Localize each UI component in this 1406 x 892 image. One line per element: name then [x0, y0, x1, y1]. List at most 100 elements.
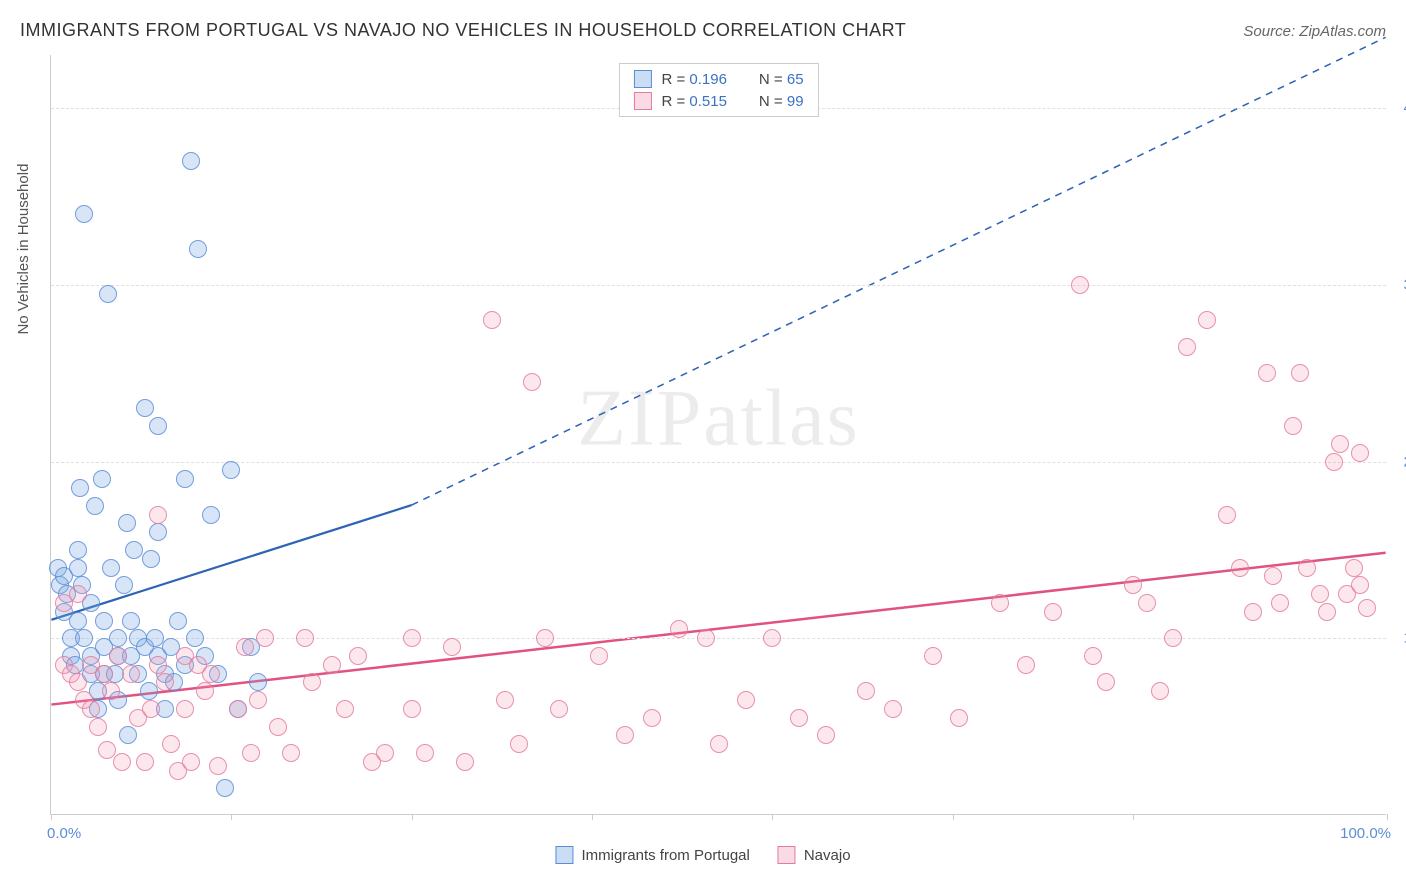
- scatter-point: [616, 726, 634, 744]
- chart-container: IMMIGRANTS FROM PORTUGAL VS NAVAJO NO VE…: [0, 0, 1406, 892]
- scatter-point: [1345, 559, 1363, 577]
- scatter-point: [336, 700, 354, 718]
- scatter-point: [991, 594, 1009, 612]
- scatter-point: [176, 700, 194, 718]
- scatter-point: [483, 311, 501, 329]
- scatter-point: [136, 399, 154, 417]
- scatter-point: [125, 541, 143, 559]
- scatter-point: [1358, 599, 1376, 617]
- scatter-point: [69, 559, 87, 577]
- gridline-horizontal: [51, 462, 1386, 463]
- y-tick-label: 30.0%: [1391, 276, 1406, 293]
- correlation-legend: 0.196 65 0.515 99: [618, 63, 818, 117]
- scatter-point: [149, 417, 167, 435]
- scatter-point: [737, 691, 755, 709]
- x-tick-mark: [231, 814, 232, 820]
- scatter-point: [95, 612, 113, 630]
- scatter-point: [86, 497, 104, 515]
- scatter-point: [790, 709, 808, 727]
- scatter-point: [162, 735, 180, 753]
- scatter-point: [176, 470, 194, 488]
- scatter-point: [1097, 673, 1115, 691]
- scatter-point: [229, 700, 247, 718]
- scatter-point: [1351, 576, 1369, 594]
- x-tick-mark: [412, 814, 413, 820]
- scatter-point: [1138, 594, 1156, 612]
- scatter-point: [99, 285, 117, 303]
- scatter-point: [236, 638, 254, 656]
- scatter-point: [817, 726, 835, 744]
- scatter-point: [75, 629, 93, 647]
- scatter-point: [296, 629, 314, 647]
- scatter-point: [523, 373, 541, 391]
- scatter-point: [69, 612, 87, 630]
- scatter-point: [550, 700, 568, 718]
- x-tick-mark: [953, 814, 954, 820]
- scatter-point: [169, 612, 187, 630]
- legend-swatch-pink: [778, 846, 796, 864]
- x-tick-mark: [1133, 814, 1134, 820]
- scatter-point: [1264, 567, 1282, 585]
- scatter-point: [1318, 603, 1336, 621]
- scatter-point: [122, 612, 140, 630]
- scatter-point: [323, 656, 341, 674]
- scatter-point: [249, 673, 267, 691]
- scatter-point: [269, 718, 287, 736]
- scatter-point: [189, 240, 207, 258]
- x-tick-label: 100.0%: [1340, 825, 1391, 842]
- scatter-point: [1124, 576, 1142, 594]
- scatter-point: [884, 700, 902, 718]
- legend-swatch-pink: [633, 92, 651, 110]
- scatter-point: [102, 682, 120, 700]
- scatter-point: [182, 152, 200, 170]
- scatter-point: [222, 461, 240, 479]
- scatter-point: [416, 744, 434, 762]
- scatter-point: [209, 757, 227, 775]
- scatter-point: [256, 629, 274, 647]
- scatter-point: [75, 205, 93, 223]
- y-axis-label: No Vehicles in Household: [15, 164, 32, 335]
- scatter-point: [1331, 435, 1349, 453]
- scatter-point: [82, 700, 100, 718]
- scatter-point: [1271, 594, 1289, 612]
- scatter-point: [1017, 656, 1035, 674]
- scatter-point: [950, 709, 968, 727]
- scatter-point: [403, 700, 421, 718]
- scatter-point: [1044, 603, 1062, 621]
- scatter-point: [249, 691, 267, 709]
- x-tick-mark: [51, 814, 52, 820]
- scatter-point: [1244, 603, 1262, 621]
- series-legend: Immigrants from Portugal Navajo: [555, 846, 850, 864]
- scatter-point: [1084, 647, 1102, 665]
- legend-label: Navajo: [804, 847, 851, 864]
- scatter-point: [242, 744, 260, 762]
- scatter-point: [376, 744, 394, 762]
- scatter-point: [456, 753, 474, 771]
- y-tick-label: 40.0%: [1391, 100, 1406, 117]
- scatter-point: [590, 647, 608, 665]
- scatter-point: [149, 656, 167, 674]
- scatter-point: [1351, 444, 1369, 462]
- scatter-point: [1218, 506, 1236, 524]
- scatter-point: [349, 647, 367, 665]
- scatter-point: [1298, 559, 1316, 577]
- scatter-point: [1325, 453, 1343, 471]
- scatter-point: [119, 726, 137, 744]
- scatter-point: [1198, 311, 1216, 329]
- scatter-point: [140, 682, 158, 700]
- scatter-point: [109, 629, 127, 647]
- scatter-point: [71, 479, 89, 497]
- legend-swatch-blue: [633, 70, 651, 88]
- scatter-point: [118, 514, 136, 532]
- scatter-point: [196, 682, 214, 700]
- gridline-horizontal: [51, 285, 1386, 286]
- scatter-point: [282, 744, 300, 762]
- scatter-point: [95, 665, 113, 683]
- scatter-point: [109, 647, 127, 665]
- scatter-point: [643, 709, 661, 727]
- scatter-point: [1311, 585, 1329, 603]
- legend-row-series1: 0.196 65: [633, 68, 803, 90]
- scatter-point: [202, 665, 220, 683]
- scatter-point: [69, 673, 87, 691]
- scatter-point: [1071, 276, 1089, 294]
